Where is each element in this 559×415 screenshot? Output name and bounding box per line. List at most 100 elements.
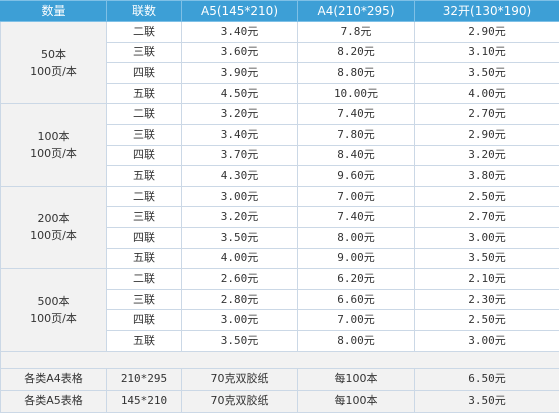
price-a5: 4.50元 [181, 82, 298, 105]
price-32k: 2.70元 [414, 103, 559, 125]
form-paper: 70克双胶纸 [181, 389, 298, 413]
price-a4: 7.00元 [297, 309, 415, 331]
quantity-count: 50本 [41, 47, 66, 61]
price-a4: 8.00元 [297, 226, 415, 249]
table-row: 五联 3.50元 8.00元 3.00元 [1, 329, 559, 352]
copies-cell: 四联 [106, 226, 182, 249]
quantity-cell: 200本 100页/本 [0, 185, 107, 270]
pages-per-book: 100页/本 [30, 64, 77, 78]
copies-cell: 四联 [106, 309, 182, 331]
copies-cell: 二联 [106, 103, 182, 125]
form-name: 各类A5表格 [0, 389, 107, 413]
price-a5: 3.00元 [181, 309, 298, 331]
price-a4: 7.40元 [297, 206, 415, 228]
quantity-count: 100本 [37, 130, 70, 144]
form-name: 各类A4表格 [0, 367, 107, 391]
table-row: 200本 100页/本 二联 3.00元 7.00元 2.50元 [0, 185, 559, 270]
copies-cell: 五联 [106, 329, 182, 352]
price-32k: 2.10元 [414, 268, 559, 290]
price-32k: 2.70元 [414, 206, 559, 228]
spacer-row [0, 350, 559, 369]
price-a4: 8.20元 [297, 41, 415, 64]
header-quantity: 数量 [0, 0, 107, 22]
price-a4: 6.20元 [297, 268, 415, 290]
form-paper: 70克双胶纸 [181, 367, 298, 391]
price-a4: 7.80元 [297, 123, 415, 146]
price-32k: 2.30元 [414, 288, 559, 311]
pages-per-book: 100页/本 [30, 311, 77, 325]
quantity-cell: 100本 100页/本 [0, 103, 107, 187]
price-a4: 10.00元 [297, 82, 415, 105]
price-a4: 9.60元 [297, 165, 415, 187]
price-32k: 3.10元 [414, 41, 559, 64]
copies-cell: 三联 [106, 123, 182, 146]
price-a5: 3.40元 [181, 123, 298, 146]
copies-cell: 四联 [106, 144, 182, 167]
copies-cell: 五联 [106, 165, 182, 187]
price-32k: 3.20元 [414, 144, 559, 167]
price-a4: 8.80元 [297, 62, 415, 84]
spacer-cell [0, 350, 559, 369]
price-a4: 6.60元 [297, 288, 415, 311]
form-unit: 每100本 [297, 367, 415, 391]
price-a5: 3.20元 [181, 103, 298, 125]
header-row: 数量 联数 A5(145*210) A4(210*295) 32开(130*19… [0, 0, 559, 22]
copies-cell: 五联 [106, 82, 182, 105]
price-a4: 8.40元 [297, 144, 415, 167]
copies-cell: 五联 [106, 247, 182, 270]
price-a5: 3.60元 [181, 41, 298, 64]
copies-cell: 二联 [106, 185, 182, 208]
copies-cell: 三联 [106, 41, 182, 64]
header-a5: A5(145*210) [181, 0, 298, 22]
price-32k: 4.00元 [414, 82, 559, 105]
table-row: 50本 100页/本 二联 3.40元 7.8元 2.90元 [0, 20, 559, 105]
price-a5: 4.00元 [181, 247, 298, 270]
price-32k: 3.50元 [414, 247, 559, 270]
price-32k: 3.00元 [414, 226, 559, 249]
price-32k: 3.50元 [414, 62, 559, 84]
form-size: 210*295 [106, 367, 182, 391]
price-a4: 8.00元 [297, 329, 415, 352]
pages-per-book: 100页/本 [30, 229, 77, 243]
price-a5: 3.50元 [181, 329, 298, 352]
price-a4: 9.00元 [297, 247, 415, 270]
table-row: 四联 3.70元 8.40元 3.20元 [1, 144, 559, 167]
quantity-count: 200本 [37, 212, 70, 226]
table-row: 500本 100页/本 二联 2.60元 6.20元 2.10元 [0, 268, 559, 352]
price-32k: 3.80元 [414, 165, 559, 187]
price-a5: 3.50元 [181, 226, 298, 249]
pages-per-book: 100页/本 [30, 147, 77, 161]
table-row: 100本 100页/本 二联 3.20元 7.40元 2.70元 [0, 103, 559, 187]
price-a5: 2.60元 [181, 268, 298, 290]
header-copies: 联数 [106, 0, 182, 22]
price-32k: 2.50元 [414, 185, 559, 208]
table-row: 三联 3.40元 7.80元 2.90元 [1, 123, 559, 146]
quantity-cell: 50本 100页/本 [0, 20, 107, 105]
table-row: 五联 4.00元 9.00元 3.50元 [1, 247, 559, 270]
form-unit: 每100本 [297, 389, 415, 413]
header-a4: A4(210*295) [297, 0, 415, 22]
copies-cell: 四联 [106, 62, 182, 84]
copies-cell: 三联 [106, 206, 182, 228]
price-32k: 2.90元 [414, 123, 559, 146]
form-row: 各类A5表格 145*210 70克双胶纸 每100本 3.50元 [0, 389, 559, 413]
table-row: 五联 4.50元 10.00元 4.00元 [1, 82, 559, 105]
quantity-count: 500本 [37, 294, 70, 308]
price-a5: 3.90元 [181, 62, 298, 84]
price-32k: 2.50元 [414, 309, 559, 331]
copies-cell: 二联 [106, 268, 182, 290]
form-size: 145*210 [106, 389, 182, 413]
form-price: 3.50元 [414, 389, 559, 413]
price-a5: 3.00元 [181, 185, 298, 208]
price-a5: 3.40元 [181, 21, 298, 43]
table-row: 三联 3.20元 7.40元 2.70元 [1, 206, 559, 228]
form-row: 各类A4表格 210*295 70克双胶纸 每100本 6.50元 [0, 367, 559, 391]
copies-cell: 二联 [106, 21, 182, 43]
price-a5: 2.80元 [181, 288, 298, 311]
quantity-cell: 500本 100页/本 [0, 268, 107, 352]
price-a4: 7.8元 [297, 21, 415, 43]
price-a5: 4.30元 [181, 165, 298, 187]
header-32k: 32开(130*190) [414, 0, 559, 22]
table-row: 三联 2.80元 6.60元 2.30元 [1, 288, 559, 311]
